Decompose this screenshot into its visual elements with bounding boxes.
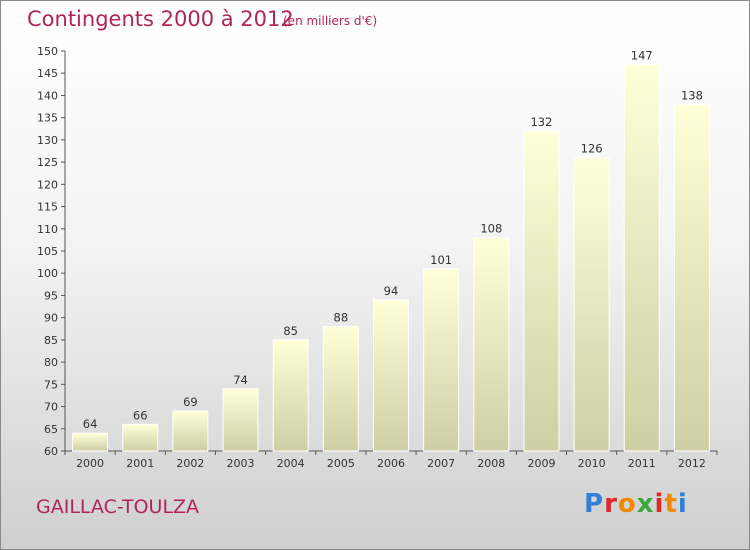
bar-2001[interactable] [122,423,159,452]
data-label-2006: 94 [384,284,399,298]
bar-2006[interactable] [373,299,409,452]
data-label-2002: 69 [183,395,198,409]
x-tick-label-2004: 2004 [277,457,305,470]
y-tick-label: 150 [37,45,58,58]
data-label-2007: 101 [430,253,452,267]
logo-letter: i [677,489,688,519]
x-tick-label-2007: 2007 [427,457,455,470]
bar-2004[interactable] [272,339,309,452]
x-tick-label-2009: 2009 [527,457,555,470]
logo-letter: P [584,489,605,519]
y-tick-label: 130 [37,134,58,147]
bar-2003[interactable] [222,388,259,452]
x-tick-label-2002: 2002 [176,457,204,470]
data-label-2010: 126 [581,142,603,156]
data-label-2011: 147 [631,48,653,62]
logo-letter: r [604,489,618,519]
x-tick-label-2005: 2005 [327,457,355,470]
y-tick-label: 90 [44,312,58,325]
x-tick-label-2003: 2003 [227,457,255,470]
axes: 60 65 70 75 80 85 90 95 100 105 110 115 120 125 130 135… [37,45,718,458]
y-tick-label: 120 [37,178,58,191]
y-tick-label: 135 [37,112,58,125]
data-label-2000: 64 [83,417,98,431]
bar-2008[interactable] [473,237,510,452]
bar-2007[interactable] [423,268,460,452]
data-label-2003: 74 [233,373,248,387]
bar-2009[interactable] [523,130,560,452]
y-tick-label: 70 [44,401,58,414]
bar-2010[interactable] [573,157,610,452]
chart-title: Contingents 2000 à 2012 [27,7,294,31]
y-tick-label: 105 [37,245,58,258]
logo-letter: t [664,489,678,519]
y-tick-label: 125 [37,156,58,169]
bar-2002[interactable] [172,410,209,452]
bars [72,63,710,452]
bar-2012[interactable] [673,103,710,452]
bar-2005[interactable] [322,326,359,452]
data-label-2009: 132 [530,115,552,129]
y-tick-label: 60 [44,445,58,458]
logo-letter: i [654,489,665,519]
y-tick-label: 140 [37,89,58,102]
x-tick-label-2008: 2008 [477,457,505,470]
data-label-2004: 85 [283,324,298,338]
y-tick-label: 145 [37,67,58,80]
y-tick-label: 65 [44,423,58,436]
y-tick-label: 80 [44,356,58,369]
x-tick-label-2001: 2001 [126,457,154,470]
x-tick-label-2011: 2011 [628,457,656,470]
data-label-2012: 138 [681,88,703,102]
y-tick-label: 115 [37,201,58,214]
commune-name: GAILLAC-TOULZA [36,496,200,518]
proxiti-logo[interactable]: Proxiti [584,489,688,519]
data-label-2008: 108 [480,222,502,236]
y-tick-label: 100 [37,267,58,280]
data-label-2001: 66 [133,408,148,422]
y-tick-label: 75 [44,378,58,391]
y-tick-label: 110 [37,223,58,236]
x-tick-label-2000: 2000 [76,457,104,470]
bar-2011[interactable] [623,63,660,452]
x-tick-label-2010: 2010 [578,457,606,470]
data-label-2005: 88 [334,311,349,325]
y-tick-label: 85 [44,334,58,347]
x-tick-label-2012: 2012 [678,457,706,470]
bar-2000[interactable] [72,432,109,452]
chart-subtitle: (en milliers d'€) [283,14,378,28]
y-tick-label: 95 [44,289,58,302]
labels: 2000 64 2001 66 2002 69 2003 74 2004 85 2005 88 2006… [76,48,706,470]
logo-letter: x [636,489,655,519]
x-tick-label-2006: 2006 [377,457,405,470]
logo-letter: o [617,489,637,519]
